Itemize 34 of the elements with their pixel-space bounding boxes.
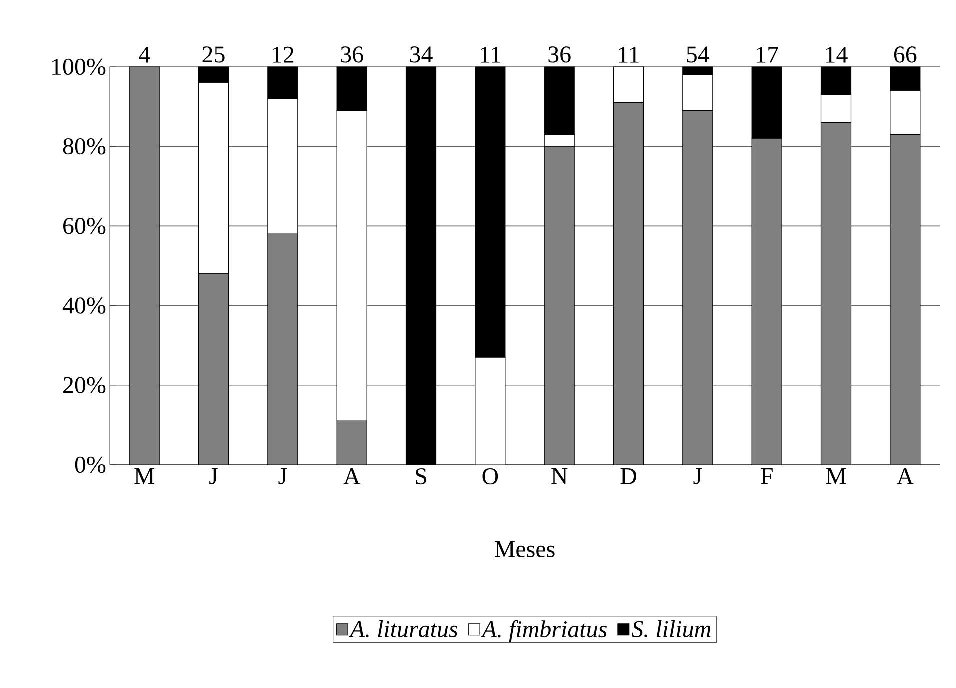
x-tick-label: M — [134, 468, 155, 484]
text: 54 — [687, 46, 710, 63]
x-tick-label: J — [210, 468, 218, 484]
y-tick-label: 60% — [64, 218, 106, 234]
x-tick-label: N — [552, 468, 568, 484]
text: 34 — [410, 46, 433, 63]
legend-label: S. lilium — [632, 620, 711, 638]
x-axis-title: Meses — [495, 542, 555, 558]
x-tick-label: A — [344, 468, 361, 484]
text: 36 — [548, 46, 571, 63]
x-tick-label: J — [694, 468, 702, 484]
x-tick-label: A — [896, 468, 914, 484]
y-tick-label: 40% — [62, 298, 106, 314]
legend-label: A. fimbriatus — [481, 620, 607, 642]
text: 66 — [894, 46, 917, 63]
y-tick-label: 20% — [64, 377, 106, 394]
y-tick-label: 100% — [52, 58, 106, 76]
x-tick-label: J — [278, 468, 288, 484]
x-tick-label: O — [482, 468, 498, 485]
x-tick-label: F — [761, 468, 773, 484]
text: 11 — [480, 46, 501, 63]
text: 14 — [826, 46, 848, 63]
x-tick-label: S — [416, 468, 426, 485]
text: 25 — [202, 46, 225, 63]
y-tick-label: 0% — [75, 456, 106, 474]
text: 4 — [139, 47, 150, 63]
text: 17 — [757, 46, 778, 63]
x-tick-label: M — [826, 468, 846, 484]
x-tick-label: D — [620, 468, 636, 484]
text: 11 — [619, 46, 639, 63]
text: 36 — [341, 46, 364, 63]
y-tick-label: 80% — [63, 138, 106, 155]
text: 12 — [273, 46, 294, 63]
legend-label: A. lituratus — [349, 620, 458, 638]
